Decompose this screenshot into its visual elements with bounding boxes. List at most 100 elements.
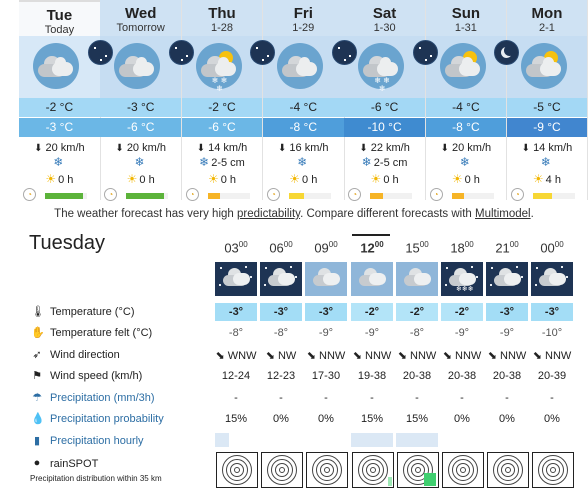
- hour-header[interactable]: 1800: [440, 240, 484, 255]
- precip-cell: -: [530, 392, 574, 404]
- rainspot-grid[interactable]: [216, 452, 258, 488]
- night-cloudy-icon: [531, 262, 573, 296]
- sunshine-hours: 0 h: [302, 174, 318, 186]
- hour-header[interactable]: 1500: [395, 240, 439, 255]
- min-temperature: -9 °C: [506, 118, 588, 137]
- wind-info: ⬇ 20 km/h: [19, 141, 100, 156]
- wind-speed-cell: 20-38: [395, 370, 439, 382]
- day-header[interactable]: Sun 1-31: [425, 0, 507, 36]
- hour-header[interactable]: 0000: [530, 240, 574, 255]
- day-column[interactable]: Tue Today -2 °C -3 °C ⬇ 20 km/h ❄ ☀ 0 h ◔: [19, 0, 101, 201]
- rainspot-ring: [456, 463, 470, 477]
- star-icon: [219, 284, 221, 286]
- snow-amount: 2-5 cm: [211, 157, 245, 169]
- detail-day-title: Tuesday: [29, 232, 105, 254]
- day-column[interactable]: Wed Tomorrow -3 °C -6 °C ⬇ 20 km/h ❄ ☀ 0 h ◔: [100, 0, 183, 201]
- star-icon: [105, 55, 107, 57]
- max-temperature: -4 °C: [425, 98, 507, 117]
- row-label-precip-hourly[interactable]: Precipitation hourly: [50, 435, 144, 447]
- row-label-wind-speed: Wind speed (km/h): [50, 370, 143, 382]
- hour-minutes: 00: [328, 240, 338, 249]
- rainspot-grid[interactable]: [261, 452, 303, 488]
- wind-arrow-icon: ⬇: [278, 143, 287, 154]
- day-column[interactable]: Sat 1-30 ❄ ❄ ❄ -6 °C -10 °C ⬇ 22 km/h ❄ 2-5 cm ☀ 0…: [344, 0, 426, 201]
- wind-info: ⬇ 20 km/h: [426, 141, 507, 156]
- star-icon: [262, 59, 264, 61]
- multimodel-link[interactable]: Multimodel: [475, 208, 531, 220]
- wind-arrow-icon: ⬇: [440, 143, 450, 154]
- rainspot-precip-cell: [424, 473, 436, 486]
- sunshine-hours: 0 h: [464, 174, 480, 186]
- day-column[interactable]: Sun 1-31 -4 °C -8 °C ⬇ 20 km/h ❄ ☀ 0 h ◔: [425, 0, 508, 201]
- day-header[interactable]: Sat 1-30: [344, 0, 425, 36]
- hour-header[interactable]: 0600: [259, 240, 303, 255]
- hour-header[interactable]: 1200: [350, 240, 394, 255]
- day-column[interactable]: Fri 1-29 -4 °C -8 °C ⬇ 16 km/h ❄ ☀ 0 h ◔: [262, 0, 345, 201]
- hour-value: 03: [224, 240, 239, 256]
- rainspot-ring: [366, 463, 380, 477]
- row-label-felt: Temperature felt (°C): [50, 327, 153, 339]
- predictability-icon: ◔: [185, 188, 199, 201]
- min-temperature: -8 °C: [425, 118, 507, 137]
- hourly-precip-bar: [260, 433, 302, 447]
- cloud-part: [369, 273, 386, 285]
- hour-header[interactable]: 0300: [214, 240, 258, 255]
- snow-info: ❄: [426, 156, 507, 170]
- felt-cell: -9°: [440, 327, 484, 339]
- wind-arrow-icon: ⬊: [352, 350, 365, 362]
- hour-header[interactable]: 0900: [304, 240, 348, 255]
- day-weather-icon-area: [506, 36, 588, 98]
- row-label-precip-prob[interactable]: Precipitation probability: [50, 413, 164, 425]
- sunshine-hours: 4 h: [545, 174, 561, 186]
- rainspot-grid[interactable]: [306, 452, 348, 488]
- row-label-precip[interactable]: Precipitation (mm/3h): [50, 392, 155, 404]
- hour-value: 00: [540, 240, 555, 256]
- sunshine-hours: 0 h: [383, 174, 399, 186]
- day-column[interactable]: Mon 2-1 -5 °C -9 °C ⬇ 14 km/h ❄ ☀ 4 h ◔: [506, 0, 588, 201]
- snowflake-icon: ❄: [361, 155, 372, 169]
- max-temperature: -3 °C: [100, 98, 182, 117]
- predictability-icon: ◔: [348, 188, 362, 201]
- bar-fill: [126, 193, 165, 199]
- hour-header[interactable]: 2100: [485, 240, 529, 255]
- day-header[interactable]: Thu 1-28: [181, 0, 263, 36]
- wind-speed: 14 km/h: [533, 142, 573, 154]
- bar-track: [532, 193, 575, 199]
- star-icon: [250, 276, 252, 278]
- day-header[interactable]: Fri 1-29: [262, 0, 344, 36]
- day-header[interactable]: Tue Today: [19, 0, 100, 36]
- cloud-part: [233, 273, 250, 285]
- wind-arrow-icon: ⬇: [115, 143, 124, 154]
- cell-value: -9°: [318, 327, 334, 339]
- rainspot-grid[interactable]: [352, 452, 394, 488]
- sun-icon: ☀: [126, 172, 138, 186]
- precip-prob-cell: 15%: [214, 413, 258, 425]
- day-column[interactable]: Thu 1-28 ❄ ❄ ❄ -2 °C -6 °C ⬇ 14 km/h ❄ 2-5 cm ☀ 0 …: [181, 0, 264, 201]
- precip-cell: -: [259, 392, 303, 404]
- snow-info: ❄: [263, 156, 344, 170]
- day-header[interactable]: Mon 2-1: [506, 0, 588, 36]
- rainspot-grid[interactable]: [532, 452, 574, 488]
- cloud-part: [458, 62, 480, 76]
- bar-track: [370, 193, 413, 199]
- rainspot-grid[interactable]: [487, 452, 529, 488]
- cloud-part: [133, 62, 155, 76]
- wind-arrow-icon: ⬇: [521, 143, 531, 154]
- hourly-precip-icon: ▮: [33, 435, 41, 447]
- predictability-bar: [370, 193, 413, 199]
- predictability-bar: [288, 193, 331, 199]
- snowflake-icon: ❄: [459, 155, 470, 169]
- predictability-link[interactable]: predictability: [237, 208, 301, 220]
- day-header[interactable]: Wed Tomorrow: [100, 0, 182, 36]
- star-icon: [471, 266, 473, 268]
- raindrop-icon: 💧: [31, 413, 45, 425]
- cloud-part: [504, 273, 521, 285]
- cell-value: -8°: [273, 327, 289, 339]
- rainspot-grid[interactable]: [442, 452, 484, 488]
- rainspot-grid[interactable]: [397, 452, 439, 488]
- wind-arrow-icon: ⬊: [487, 350, 500, 362]
- cell-value: WNW: [227, 350, 257, 362]
- wind-dir-cell: ⬊ NNW: [350, 349, 394, 362]
- snow-amount: 2-5 cm: [373, 157, 408, 169]
- sunshine-info: ☀ 0 h: [19, 173, 100, 187]
